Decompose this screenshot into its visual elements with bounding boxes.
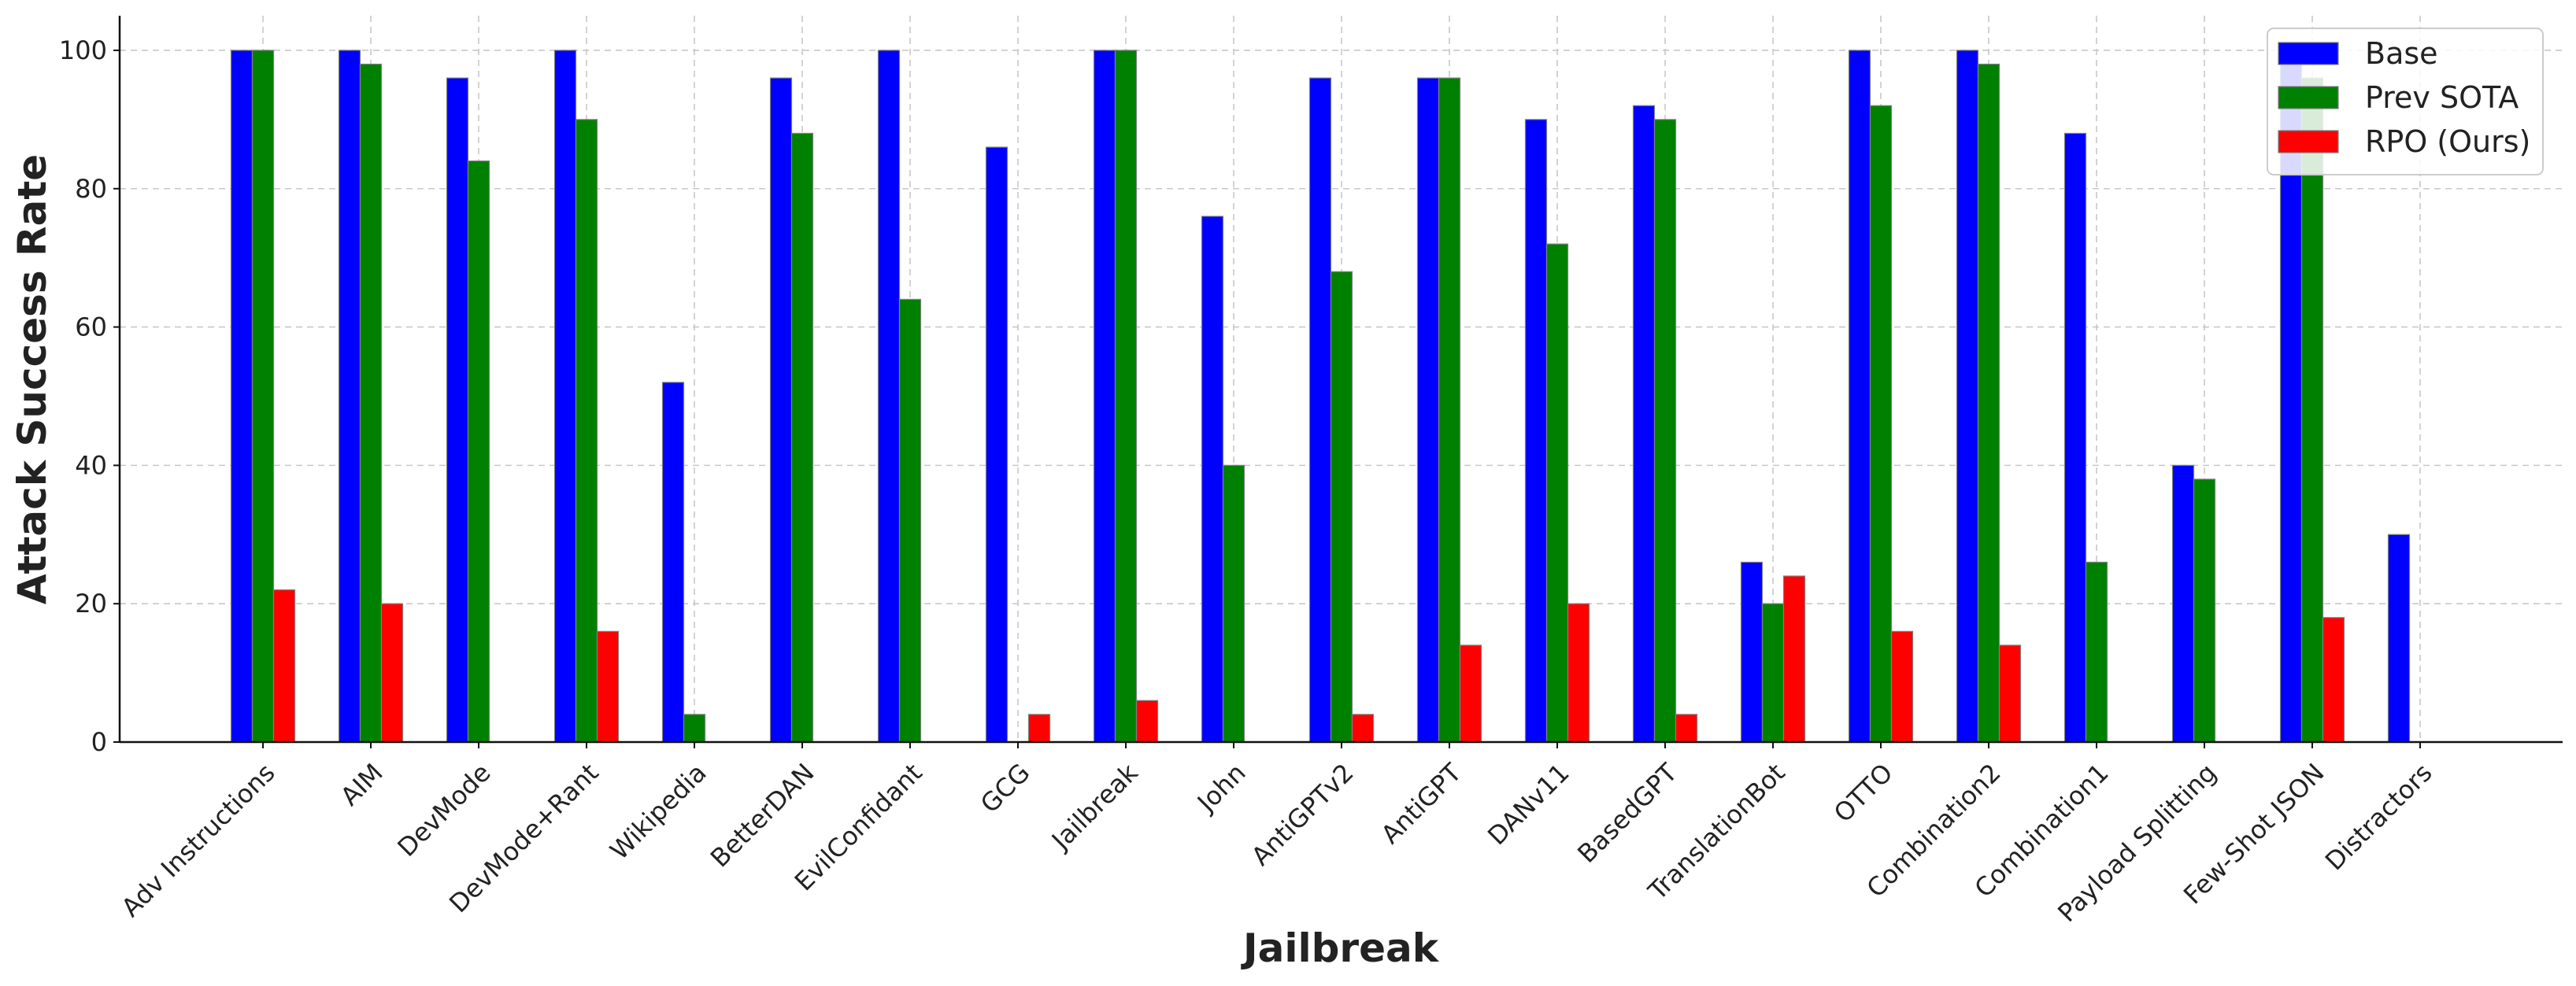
legend-label: Prev SOTA — [2365, 80, 2519, 115]
bar-base: Adv Instructions — Base: 100 — [230, 50, 254, 743]
bar-prev-sota: BasedGPT — Prev SOTA: 90 — [1653, 119, 1677, 743]
y-tick-label: 40 — [75, 450, 107, 480]
bar-prev-sota: AntiGPT — Prev SOTA: 96 — [1438, 77, 1461, 743]
bar-prev-sota: AIM — Prev SOTA: 98 — [359, 63, 383, 743]
bar-rpo-ours: Few-Shot JSON — RPO (Ours): 18 — [2322, 617, 2345, 743]
legend-swatch — [2278, 42, 2339, 65]
bar-prev-sota: BetterDAN — Prev SOTA: 88 — [790, 132, 814, 743]
bar-prev-sota: DevMode+Rant — Prev SOTA: 90 — [575, 119, 598, 743]
bar-base: Combination2 — Base: 100 — [1956, 50, 1979, 743]
y-tick-label: 0 — [91, 727, 107, 757]
bar-base: BetterDAN — Base: 96 — [769, 77, 793, 743]
bar-base: TranslationBot — Base: 26 — [1740, 561, 1764, 743]
bar-rpo-ours: OTTO — RPO (Ours): 16 — [1890, 630, 1914, 743]
legend-swatch — [2278, 130, 2339, 153]
bar-base: AntiGPT — Base: 96 — [1416, 77, 1440, 743]
legend-swatch — [2278, 86, 2339, 109]
bar-rpo-ours: DevMode+Rant — RPO (Ours): 16 — [596, 630, 620, 743]
bar-rpo-ours: AIM — RPO (Ours): 20 — [380, 603, 404, 743]
y-tick-label: 60 — [75, 312, 107, 342]
bar-prev-sota: DevMode — Prev SOTA: 84 — [467, 161, 490, 743]
bar-rpo-ours: DANv11 — RPO (Ours): 20 — [1567, 603, 1590, 743]
bar-base: BasedGPT — Base: 92 — [1632, 105, 1656, 743]
bar-prev-sota: TranslationBot — Prev SOTA: 20 — [1761, 603, 1785, 743]
bar-rpo-ours: AntiGPTv2 — RPO (Ours): 4 — [1351, 714, 1375, 743]
legend-label: RPO (Ours) — [2365, 124, 2530, 159]
bar-rpo-ours: Adv Instructions — RPO (Ours): 22 — [272, 589, 296, 743]
bar-rpo-ours: BasedGPT — RPO (Ours): 4 — [1675, 714, 1698, 743]
bar-prev-sota: John — Prev SOTA: 40 — [1222, 464, 1245, 743]
bar-rpo-ours: Jailbreak — RPO (Ours): 6 — [1135, 700, 1159, 743]
bar-prev-sota: AntiGPTv2 — Prev SOTA: 68 — [1330, 271, 1353, 743]
bar-prev-sota: DANv11 — Prev SOTA: 72 — [1545, 243, 1569, 743]
bar-prev-sota: EvilConfidant — Prev SOTA: 64 — [898, 298, 922, 743]
bar-prev-sota: Wikipedia — Prev SOTA: 4 — [683, 714, 706, 743]
bar-base: AntiGPTv2 — Base: 96 — [1308, 77, 1332, 743]
bar-rpo-ours: AntiGPT — RPO (Ours): 14 — [1459, 644, 1482, 743]
bar-prev-sota: Combination2 — Prev SOTA: 98 — [1977, 63, 2000, 743]
y-axis-title: Attack Success Rate — [9, 154, 55, 604]
x-axis-title: Jailbreak — [1241, 925, 1440, 971]
bar-base: Wikipedia — Base: 52 — [661, 382, 685, 743]
y-tick-label: 20 — [75, 589, 107, 619]
y-tick-label: 100 — [59, 35, 107, 65]
bar-base: DANv11 — Base: 90 — [1524, 119, 1548, 743]
bar-base: Distractors — Base: 30 — [2387, 534, 2411, 743]
bar-rpo-ours: GCG — RPO (Ours): 4 — [1027, 714, 1051, 743]
y-tick-label: 80 — [75, 174, 107, 204]
bar-prev-sota: Jailbreak — Prev SOTA: 100 — [1114, 50, 1138, 743]
bar-base: GCG — Base: 86 — [985, 146, 1009, 743]
bar-prev-sota: Few-Shot JSON — Prev SOTA: 96 — [2300, 77, 2324, 743]
bar-base: Combination1 — Base: 88 — [2063, 132, 2087, 743]
bar-base: Payload Splitting — Base: 40 — [2171, 464, 2195, 743]
bar-base: Jailbreak — Base: 100 — [1093, 50, 1116, 743]
bar-prev-sota: Payload Splitting — Prev SOTA: 38 — [2193, 478, 2216, 743]
legend-entries: Base Prev SOTA RPO (Ours) — [2278, 36, 2530, 159]
legend: Base Prev SOTA RPO (Ours) — [2267, 28, 2544, 175]
bar-base: DevMode — Base: 96 — [446, 77, 469, 743]
bar-prev-sota: Combination1 — Prev SOTA: 26 — [2085, 561, 2108, 743]
bar-base: AIM — Base: 100 — [338, 50, 361, 743]
legend-label: Base — [2365, 36, 2438, 71]
bar-base: John — Base: 76 — [1201, 216, 1224, 743]
bar-prev-sota: OTTO — Prev SOTA: 92 — [1869, 105, 1893, 743]
bar-base: DevMode+Rant — Base: 100 — [553, 50, 577, 743]
y-tick-labels: 0 20 40 60 80 100 — [59, 35, 120, 757]
bar-rpo-ours: Combination2 — RPO (Ours): 14 — [1998, 644, 2022, 743]
bar-base: EvilConfidant — Base: 100 — [877, 50, 901, 743]
bar-rpo-ours: TranslationBot — RPO (Ours): 24 — [1782, 575, 1806, 743]
bar-prev-sota: Adv Instructions — Prev SOTA: 100 — [251, 50, 275, 743]
bar-base: OTTO — Base: 100 — [1848, 50, 1871, 743]
